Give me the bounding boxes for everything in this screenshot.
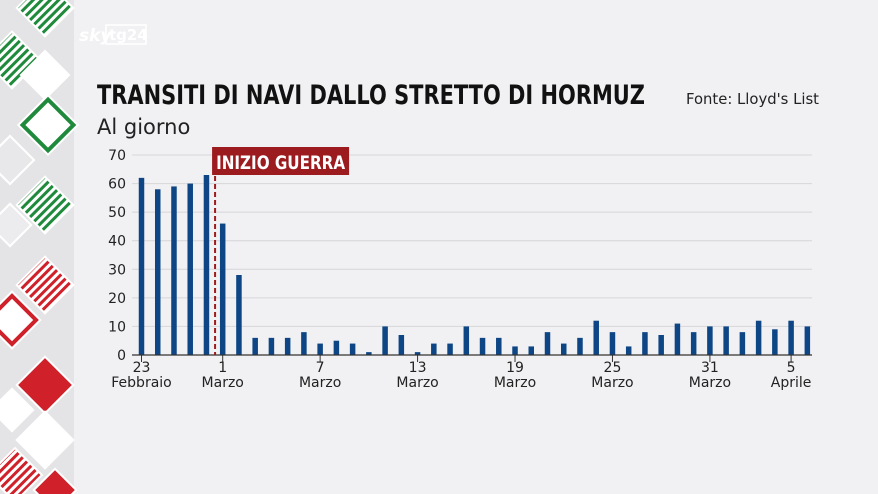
bar <box>284 337 291 355</box>
chart-subtitle: Al giorno <box>97 115 190 139</box>
bar <box>463 326 470 355</box>
bar <box>268 337 275 355</box>
logo-sky-text: sky <box>79 26 112 46</box>
decorative-tile <box>15 0 75 38</box>
bar <box>414 352 421 355</box>
y-tick-label: 50 <box>108 205 126 221</box>
sky-tg24-logo: sky tg24 <box>79 24 148 46</box>
bar <box>560 343 567 355</box>
y-tick-label: 10 <box>108 319 126 335</box>
decorative-tile <box>15 175 75 235</box>
bar <box>593 320 599 355</box>
logo-tg24-text: tg24 <box>109 26 148 44</box>
decorative-tile <box>32 467 78 494</box>
bar <box>755 320 762 355</box>
x-tick-label-month: Febbraio <box>111 375 171 391</box>
bar <box>154 189 161 355</box>
bar <box>171 186 177 355</box>
bar <box>512 346 518 355</box>
bar <box>609 332 616 355</box>
bar <box>349 343 356 355</box>
decorative-tile <box>0 134 36 186</box>
decorative-tile <box>25 102 71 148</box>
bar <box>252 337 258 355</box>
decorative-tile <box>0 202 33 248</box>
bar <box>739 332 746 355</box>
bar <box>625 346 632 355</box>
bar <box>138 177 145 355</box>
x-tick-label-month: Marzo <box>396 375 438 391</box>
y-tick-label: 0 <box>117 348 126 364</box>
bar <box>707 326 713 355</box>
bar <box>804 326 811 355</box>
bar <box>366 352 372 355</box>
sidebar-decoration <box>0 0 80 494</box>
bar <box>398 335 405 355</box>
decorative-tile <box>19 49 71 101</box>
x-tick-label-month: Marzo <box>494 375 536 391</box>
bar <box>187 183 193 355</box>
decorative-tile <box>0 298 34 342</box>
x-tick-label: 5 <box>787 360 796 376</box>
war-start-label-box <box>212 147 350 175</box>
bar <box>723 326 729 355</box>
bar <box>301 332 307 355</box>
x-tick-label-month: Marzo <box>202 375 244 391</box>
bar <box>772 329 778 355</box>
bar <box>382 326 388 355</box>
bar <box>788 320 794 355</box>
bar <box>496 337 502 355</box>
decorative-tile <box>15 410 75 470</box>
x-tick-label: 13 <box>409 360 427 376</box>
y-tick-label: 40 <box>108 234 126 250</box>
bar <box>577 337 583 355</box>
bar <box>528 346 535 355</box>
decorative-tile <box>15 355 75 415</box>
x-tick-label: 25 <box>604 360 622 376</box>
x-tick-label-month: Aprile <box>771 375 812 391</box>
x-tick-label-month: Marzo <box>591 375 633 391</box>
x-tick-label-month: Marzo <box>689 375 731 391</box>
x-tick-label: 31 <box>701 360 719 376</box>
decorative-tile <box>0 387 35 433</box>
x-axis-ticks: 23Febbraio1Marzo7Marzo13Marzo19Marzo25Ma… <box>111 355 811 391</box>
x-tick-label: 19 <box>506 360 524 376</box>
bar <box>642 332 648 355</box>
chart-title: TRANSITI DI NAVI DALLO STRETTO DI HORMUZ <box>97 80 645 111</box>
bar <box>236 275 242 355</box>
bar-series <box>138 175 811 355</box>
x-tick-label-month: Marzo <box>299 375 341 391</box>
x-tick-label: 7 <box>316 360 325 376</box>
y-axis-ticks: 0 10 20 30 40 50 60 70 <box>108 148 126 364</box>
y-tick-label: 20 <box>108 291 126 307</box>
logo-tg24-box <box>105 24 147 45</box>
bar <box>690 332 697 355</box>
decorative-tile <box>15 255 75 315</box>
y-tick-label: 30 <box>108 262 126 278</box>
bar <box>203 175 210 355</box>
source-label: Fonte: Lloyd's List <box>686 90 819 108</box>
bar <box>479 337 486 355</box>
bar <box>544 332 551 355</box>
bar <box>674 323 681 355</box>
y-tick-label: 70 <box>108 148 126 164</box>
bar <box>447 343 453 355</box>
bar <box>333 340 340 355</box>
war-start-annotation: INIZIO GUERRA <box>212 147 350 355</box>
x-tick-label: 1 <box>218 360 227 376</box>
war-start-label: INIZIO GUERRA <box>216 152 345 174</box>
bar <box>658 335 664 355</box>
gridlines <box>132 154 812 327</box>
bar <box>431 343 437 355</box>
x-tick-label: 23 <box>133 360 151 376</box>
y-tick-label: 60 <box>108 177 126 193</box>
bar <box>317 343 323 355</box>
bar <box>219 223 226 355</box>
